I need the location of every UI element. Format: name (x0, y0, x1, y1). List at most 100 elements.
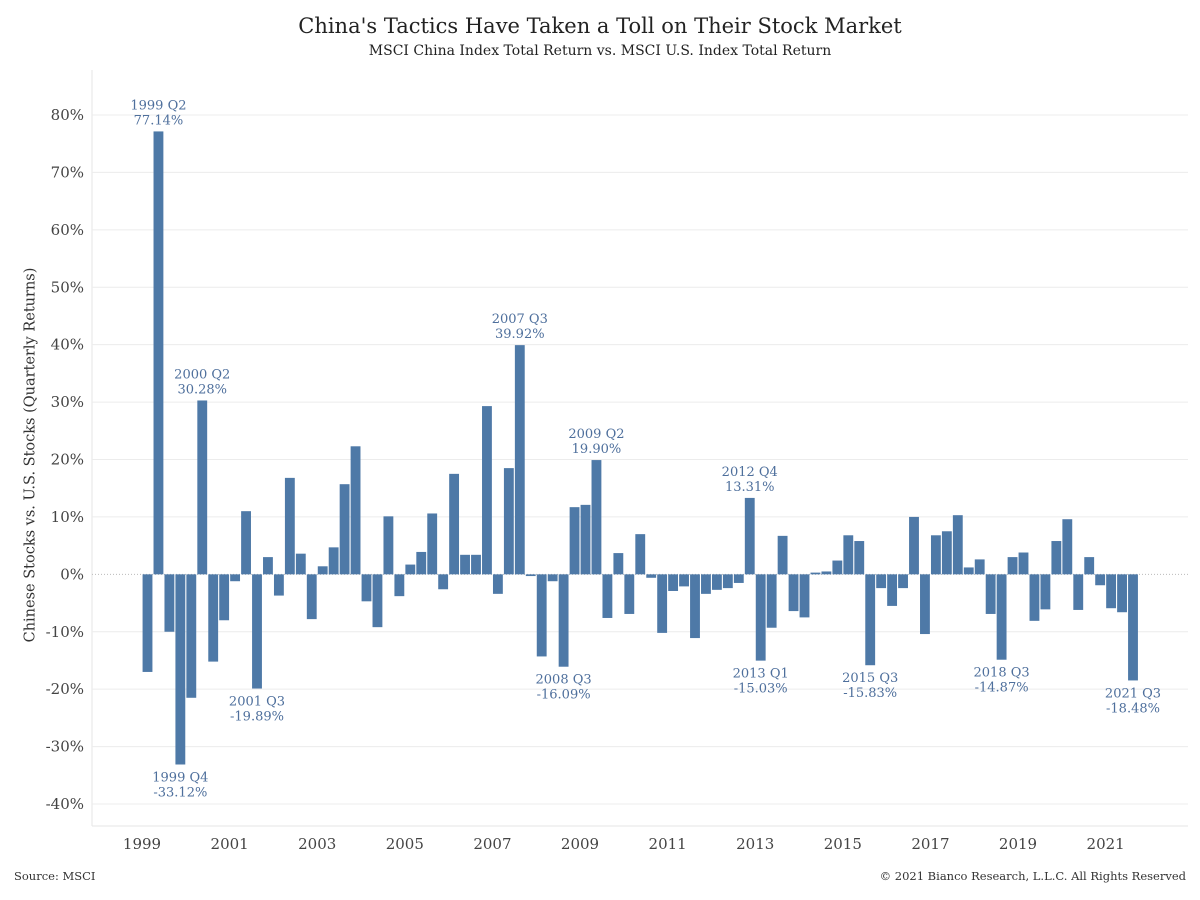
x-tick-label: 1999 (123, 835, 161, 853)
bar (372, 574, 383, 628)
bar (317, 566, 328, 575)
annotation-value: 13.31% (725, 480, 775, 495)
bar (1029, 574, 1040, 621)
bar (1040, 574, 1051, 610)
bar (219, 574, 230, 621)
x-tick-label: 2021 (1087, 835, 1125, 853)
bar (460, 554, 470, 575)
bar (788, 574, 799, 612)
bar (153, 131, 164, 575)
bar (701, 574, 711, 594)
x-tick-label: 2005 (386, 835, 424, 853)
x-tick-label: 2001 (211, 835, 249, 853)
bar (952, 515, 963, 575)
bar (536, 574, 547, 657)
bar (197, 400, 208, 575)
annotation-label: 2000 Q2 (174, 367, 230, 382)
bar (525, 574, 536, 577)
bar (482, 406, 492, 575)
annotation-value: -15.83% (843, 686, 897, 701)
x-tick-label: 2009 (561, 835, 599, 853)
y-tick-label: 20% (51, 451, 84, 469)
chart-subtitle: MSCI China Index Total Return vs. MSCI U… (368, 43, 832, 59)
bar (273, 574, 284, 596)
annotation-label: 2007 Q3 (492, 312, 548, 327)
bar (186, 574, 197, 698)
x-tick-label: 2007 (473, 835, 511, 853)
bar (920, 574, 930, 635)
bar (558, 574, 569, 667)
y-tick-label: 30% (51, 393, 84, 411)
annotation-value: -33.12% (153, 785, 207, 800)
bar (1018, 552, 1029, 575)
bar (492, 574, 503, 594)
annotation-label: 2018 Q3 (974, 666, 1030, 681)
bar (449, 473, 460, 575)
bar (241, 511, 251, 575)
y-tick-label: 0% (60, 565, 84, 583)
bar (657, 574, 668, 633)
annotation-value: -15.03% (734, 682, 788, 697)
y-tick-label: -40% (46, 795, 84, 813)
bar (799, 574, 810, 618)
bar (175, 574, 186, 765)
bar (471, 554, 481, 575)
bar (142, 574, 153, 672)
bar (503, 468, 514, 575)
source-note: Source: MSCI (14, 869, 96, 883)
bar (733, 574, 744, 583)
bar (941, 531, 952, 575)
bar (810, 572, 821, 575)
y-tick-label: 80% (51, 106, 84, 124)
bar (339, 484, 350, 575)
bar (547, 574, 558, 582)
bar (832, 560, 843, 575)
bar (755, 574, 766, 661)
annotation-label: 1999 Q2 (130, 98, 186, 113)
annotation-value: -19.89% (230, 710, 284, 725)
y-tick-label: -20% (46, 680, 84, 698)
y-tick-label: 50% (51, 278, 84, 296)
bar (569, 507, 580, 575)
bar (985, 574, 996, 614)
annotation-label: 2012 Q4 (722, 465, 778, 480)
annotation-value: -14.87% (975, 681, 1029, 696)
bar (416, 551, 427, 575)
y-tick-label: 10% (51, 508, 84, 526)
bar (690, 574, 700, 639)
bar (613, 553, 624, 575)
x-tick-label: 2003 (298, 835, 336, 853)
bar (284, 477, 295, 575)
bar (777, 535, 788, 575)
annotation-value: -16.09% (537, 688, 591, 703)
y-tick-label: -30% (46, 738, 84, 756)
bar (635, 534, 646, 575)
bar (1117, 574, 1127, 613)
bar (1106, 574, 1117, 609)
bar (580, 504, 591, 575)
annotation-label: 2021 Q3 (1105, 686, 1161, 701)
bar (1051, 541, 1062, 575)
bar (208, 574, 219, 662)
bar (164, 574, 175, 632)
bar (328, 547, 339, 575)
bar (1128, 574, 1138, 681)
copyright-note: © 2021 Bianco Research, L.L.C. All Right… (879, 869, 1186, 883)
annotation-label: 2015 Q3 (842, 671, 898, 686)
bar (1095, 574, 1106, 586)
bar (711, 574, 722, 590)
bar (930, 535, 941, 575)
bar (306, 574, 317, 620)
bar (624, 574, 635, 614)
bar (744, 497, 755, 575)
annotation-label: 2008 Q3 (536, 673, 592, 688)
bar (350, 446, 361, 575)
bar (876, 574, 887, 589)
bar (909, 516, 919, 575)
bar (843, 535, 854, 575)
bar (974, 559, 985, 575)
bar (394, 574, 405, 597)
bar (854, 541, 865, 575)
bar (405, 564, 416, 575)
x-tick-label: 2017 (911, 835, 949, 853)
